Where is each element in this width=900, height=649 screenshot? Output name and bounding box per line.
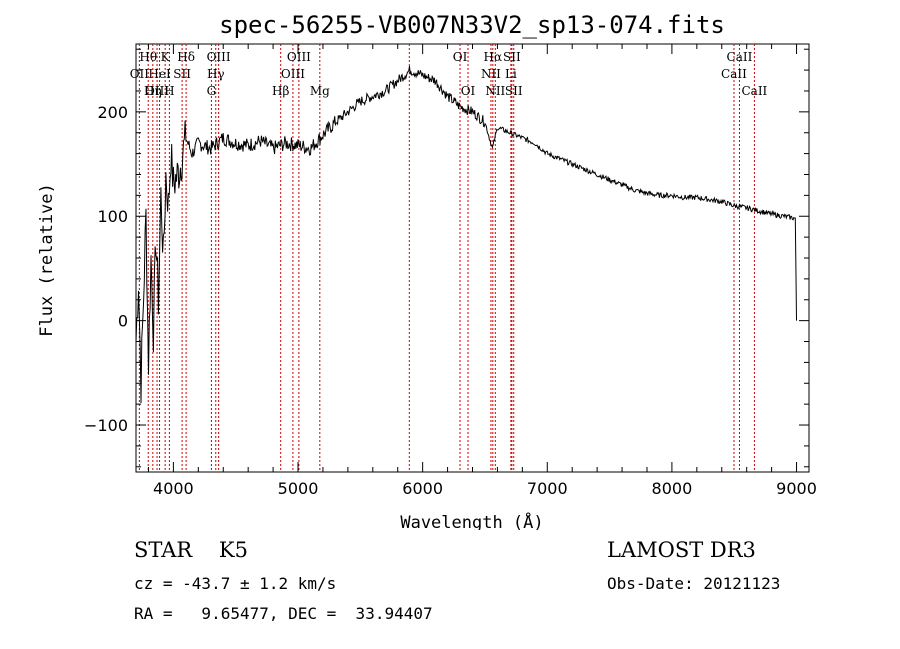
line-label: Hγ xyxy=(207,67,225,81)
survey-name: LAMOST DR3 xyxy=(607,538,756,562)
line-label: OIII xyxy=(145,84,169,98)
line-label: CaII xyxy=(741,84,767,98)
y-tick-label: −100 xyxy=(84,416,128,435)
line-label: OIII xyxy=(287,50,311,64)
star-class: STAR K5 xyxy=(134,538,248,562)
line-label: OI xyxy=(461,84,476,98)
line-label: Hθ xyxy=(139,50,157,64)
x-axis: 4000 5000 6000 7000 8000 9000 xyxy=(147,44,817,498)
y-tick-label: 200 xyxy=(97,103,128,122)
line-label: OII xyxy=(130,67,150,81)
x-tick-label: 6000 xyxy=(402,479,443,498)
chart-title: spec-56255-VB007N33V2_sp13-074.fits xyxy=(219,11,725,39)
line-label: HeI xyxy=(148,67,171,81)
x-tick-label: 9000 xyxy=(776,479,817,498)
line-label: H xyxy=(164,84,174,98)
line-label: CaII xyxy=(727,50,753,64)
line-label: OI xyxy=(453,50,468,64)
line-label: Hδ xyxy=(177,50,195,64)
x-axis-label: Wavelength (Å) xyxy=(400,511,543,530)
line-label: Mg xyxy=(310,84,330,98)
line-label: SII xyxy=(173,67,191,81)
line-label: SII xyxy=(505,84,523,98)
line-label: Hα xyxy=(484,50,503,64)
x-tick-label: 5000 xyxy=(278,479,319,498)
line-label: G xyxy=(207,84,217,98)
line-label: K xyxy=(161,50,171,64)
line-label: NII xyxy=(481,67,501,81)
y-tick-label: 100 xyxy=(97,207,128,226)
line-label: Hβ xyxy=(272,84,289,98)
plot-frame xyxy=(135,43,810,473)
spectrum-line xyxy=(135,66,797,404)
line-label: NII xyxy=(485,84,505,98)
spectrum-chart: spec-56255-VB007N33V2_sp13-074.fits Hθ OI… xyxy=(37,11,817,530)
redshift-cz: cz = -43.7 ± 1.2 km/s xyxy=(134,574,337,593)
emission-lines xyxy=(138,44,755,472)
x-tick-label: 8000 xyxy=(652,479,693,498)
x-tick-label: 4000 xyxy=(153,479,194,498)
observation-date: Obs-Date: 20121123 xyxy=(607,574,781,593)
line-label: OIII xyxy=(281,67,305,81)
line-label: SII xyxy=(503,50,521,64)
y-axis-label: Flux (relative) xyxy=(37,183,57,337)
y-axis: −100 0 100 200 xyxy=(84,48,809,468)
line-label: CaII xyxy=(721,67,747,81)
line-label: OIII xyxy=(207,50,231,64)
x-tick-label: 7000 xyxy=(527,479,568,498)
y-tick-label: 0 xyxy=(118,312,128,331)
ra-dec: RA = 9.65477, DEC = 33.94407 xyxy=(134,604,433,623)
line-label: Li xyxy=(505,67,517,81)
line-label: Hη xyxy=(144,84,162,98)
